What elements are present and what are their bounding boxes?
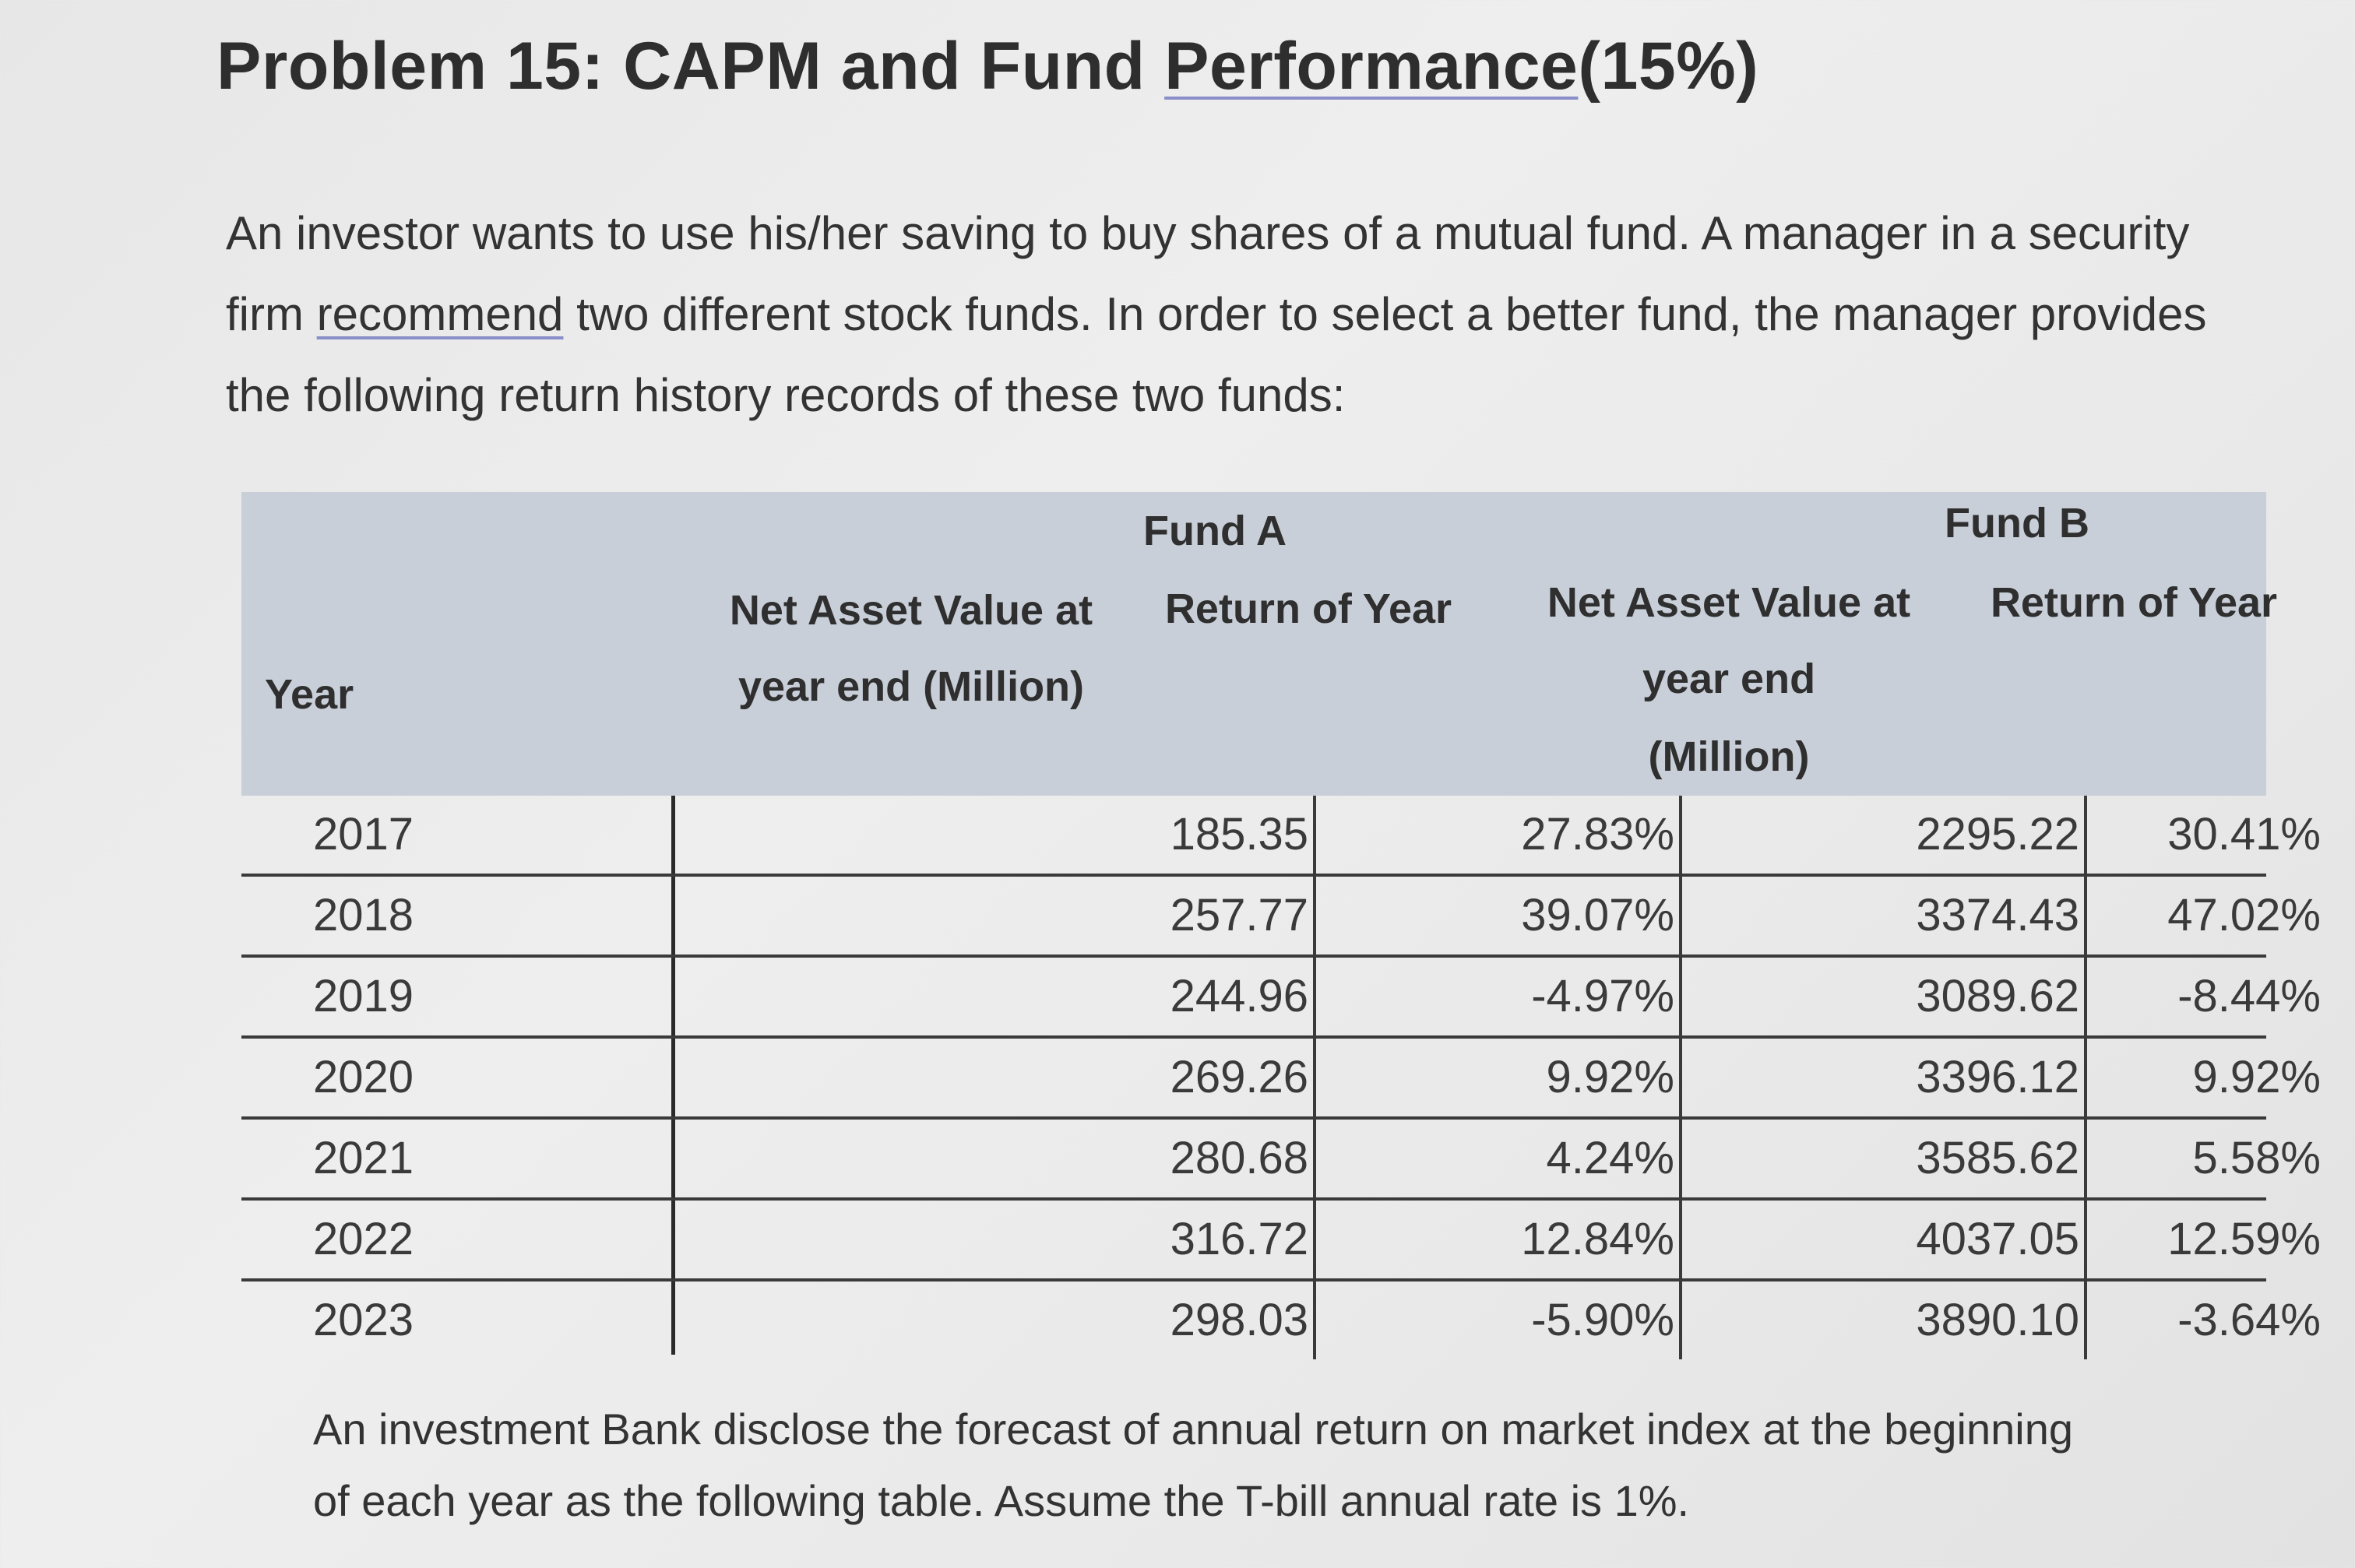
table-body: 2017 185.35 27.83% 2295.22 30.41% 2018 2…: [241, 796, 2321, 1359]
cell-fund-b-nav: 3374.43: [1682, 877, 2087, 955]
intro-part2: two different stock funds. In order to s…: [226, 288, 2207, 421]
header-year: Year: [265, 671, 354, 718]
header-fund-b: Fund B: [1945, 500, 2089, 547]
cell-fund-b-nav: 3585.62: [1682, 1120, 2087, 1197]
cell-fund-a-nav: 257.77: [678, 877, 1316, 955]
cell-fund-b-nav: 3089.62: [1682, 958, 2087, 1035]
table-row: 2023 298.03 -5.90% 3890.10 -3.64%: [241, 1281, 2321, 1359]
intro-part1: An investor wants to use his/her saving …: [226, 207, 2190, 340]
table-row: 2018 257.77 39.07% 3374.43 47.02%: [241, 877, 2321, 958]
cell-fund-a-return: 4.24%: [1316, 1120, 1682, 1197]
cell-fund-a-return: 39.07%: [1316, 877, 1682, 955]
cell-year: 2017: [313, 809, 414, 860]
header-fund-b-nav-line1: Net Asset Value at: [1547, 579, 1911, 626]
problem-title: Problem 15: CAPM and Fund Performance(15…: [216, 28, 1758, 105]
cell-fund-b-return: 47.02%: [2167, 890, 2321, 940]
cell-fund-b-return: -3.64%: [2177, 1295, 2321, 1345]
title-suffix: (15%): [1578, 29, 1759, 104]
cell-year: 2023: [313, 1295, 414, 1345]
year-column-divider: [671, 796, 675, 1355]
footer-paragraph: An investment Bank disclose the forecast…: [313, 1405, 2074, 1525]
cell-fund-b-return: 12.59%: [2167, 1214, 2321, 1264]
cell-fund-a-nav: 185.35: [678, 796, 1316, 874]
cell-fund-a-nav: 298.03: [678, 1281, 1316, 1359]
cell-year: 2022: [313, 1214, 414, 1264]
cell-year: 2018: [313, 890, 414, 940]
header-fund-a-return: Return of Year: [1164, 585, 1452, 632]
cell-fund-a-nav: 244.96: [678, 958, 1316, 1035]
cell-fund-b-nav: 4037.05: [1682, 1201, 2087, 1278]
intro-underlined-word: recommend: [316, 288, 564, 340]
cell-fund-a-return: 9.92%: [1316, 1039, 1682, 1116]
cell-fund-a-return: 12.84%: [1316, 1201, 1682, 1278]
header-fund-b-nav-line2: year end: [1642, 656, 1816, 702]
cell-fund-a-return: -4.97%: [1316, 958, 1682, 1035]
cell-year: 2020: [313, 1052, 414, 1102]
header-fund-a: Fund A: [1143, 508, 1287, 554]
intro-paragraph: An investor wants to use his/her saving …: [226, 193, 2219, 436]
table-row: 2020 269.26 9.92% 3396.12 9.92%: [241, 1039, 2321, 1120]
cell-fund-b-nav: 3890.10: [1682, 1281, 2087, 1359]
cell-year: 2019: [313, 971, 414, 1021]
title-prefix: Problem 15: CAPM and Fund: [216, 29, 1165, 104]
table-row: 2019 244.96 -4.97% 3089.62 -8.44%: [241, 958, 2321, 1039]
cell-fund-a-return: 27.83%: [1316, 796, 1682, 874]
title-underlined-word: Performance: [1164, 29, 1579, 104]
table-row: 2021 280.68 4.24% 3585.62 5.58%: [241, 1120, 2321, 1201]
table-row: 2022 316.72 12.84% 4037.05 12.59%: [241, 1201, 2321, 1281]
cell-fund-b-return: 9.92%: [2192, 1052, 2321, 1102]
cell-fund-a-return: -5.90%: [1316, 1281, 1682, 1359]
cell-fund-a-nav: 269.26: [678, 1039, 1316, 1116]
cell-year: 2021: [313, 1133, 414, 1183]
header-fund-a-nav-line1: Net Asset Value at: [729, 587, 1093, 634]
header-fund-a-nav-line2: year end (Million): [737, 663, 1085, 710]
cell-fund-a-nav: 280.68: [678, 1120, 1316, 1197]
header-fund-b-return: Return of Year: [1990, 579, 2278, 626]
cell-fund-b-return: -8.44%: [2177, 971, 2321, 1021]
cell-fund-a-nav: 316.72: [678, 1201, 1316, 1278]
cell-fund-b-return: 5.58%: [2192, 1133, 2321, 1183]
cell-fund-b-return: 30.41%: [2167, 809, 2321, 860]
cell-fund-b-nav: 3396.12: [1682, 1039, 2087, 1116]
table-row: 2017 185.35 27.83% 2295.22 30.41%: [241, 796, 2321, 877]
cell-fund-b-nav: 2295.22: [1682, 796, 2087, 874]
fund-returns-table: Fund A Fund B Net Asset Value at year en…: [241, 492, 2321, 1359]
header-fund-b-nav-line3: (Million): [1648, 733, 1810, 780]
table-header: Fund A Fund B Net Asset Value at year en…: [241, 492, 2277, 796]
